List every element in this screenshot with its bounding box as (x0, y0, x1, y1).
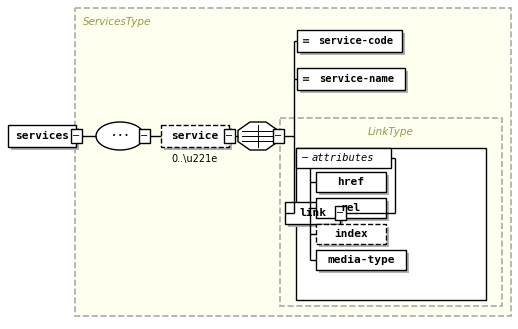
Bar (300, 71, 408, 93)
Text: −: − (274, 131, 282, 141)
Text: services: services (15, 131, 69, 141)
Text: ≡: ≡ (302, 36, 310, 46)
Bar (297, 68, 405, 90)
Bar (288, 205, 343, 227)
Polygon shape (238, 122, 278, 150)
Text: media-type: media-type (327, 255, 395, 265)
Bar (316, 198, 386, 218)
Bar (296, 148, 391, 168)
Text: service-code: service-code (318, 36, 393, 46)
Bar (297, 30, 402, 52)
Bar (296, 148, 486, 300)
Text: LinkType: LinkType (368, 127, 414, 137)
Bar (11, 128, 79, 150)
Text: index: index (334, 229, 368, 239)
Bar (316, 250, 406, 270)
Text: −: − (140, 131, 148, 141)
Bar (8, 125, 76, 147)
Bar (280, 118, 502, 306)
Bar (319, 201, 389, 221)
Bar (138, 129, 150, 143)
Text: ServicesType: ServicesType (83, 17, 151, 27)
Bar (300, 33, 405, 55)
Bar (75, 8, 511, 316)
Text: rel: rel (341, 203, 361, 213)
Text: ≡: ≡ (302, 74, 310, 84)
Bar (164, 128, 232, 150)
Bar (316, 172, 386, 192)
Bar (161, 125, 229, 147)
Text: 0..\u221e: 0..\u221e (172, 154, 218, 164)
Text: −: − (336, 208, 344, 218)
Bar (285, 202, 340, 224)
Ellipse shape (96, 122, 144, 150)
Text: service-name: service-name (320, 74, 395, 84)
Bar (319, 253, 409, 273)
Bar (70, 129, 81, 143)
Text: −: − (301, 153, 309, 163)
Text: service: service (171, 131, 219, 141)
Text: href: href (338, 177, 365, 187)
Bar (316, 224, 386, 244)
Bar (319, 175, 389, 195)
Text: attributes: attributes (312, 153, 375, 163)
Bar (272, 129, 283, 143)
Bar (319, 227, 389, 247)
Bar (223, 129, 235, 143)
Text: −: − (225, 131, 233, 141)
Bar (335, 206, 346, 220)
Text: link: link (299, 208, 326, 218)
Text: • • •: • • • (112, 133, 128, 139)
Text: −: − (72, 131, 80, 141)
